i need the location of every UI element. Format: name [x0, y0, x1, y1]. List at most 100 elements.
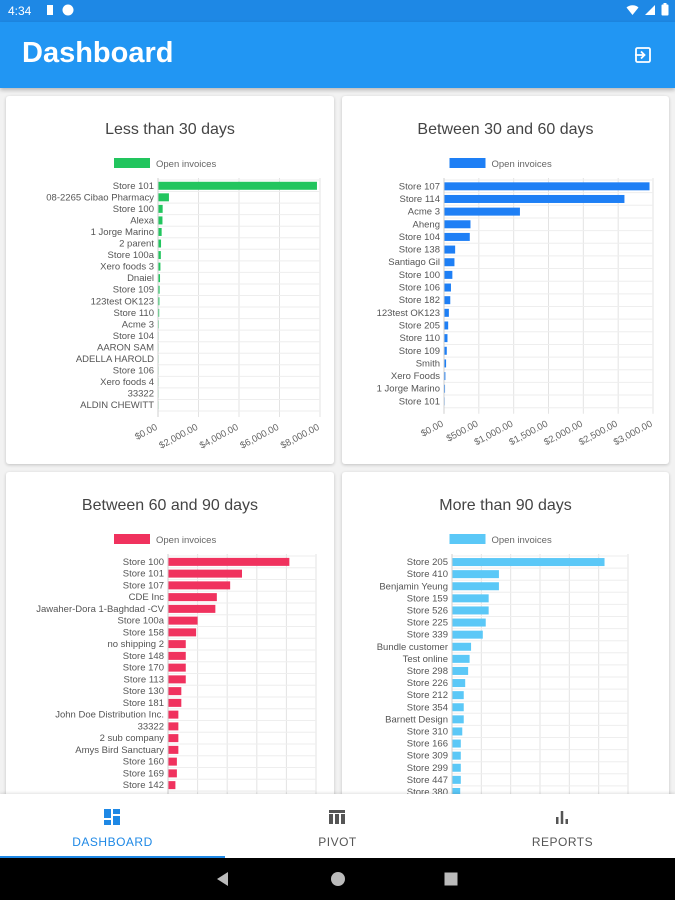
category-label: 2 parent — [119, 239, 154, 250]
category-label: Store 226 — [407, 678, 448, 689]
tick-label: $3,000.00 — [612, 419, 654, 449]
category-label: Store 205 — [399, 320, 440, 331]
chart-title: Between 60 and 90 days — [82, 497, 258, 514]
bar — [444, 270, 453, 279]
category-label: 123test OK123 — [377, 308, 440, 319]
category-label: Barnett Design — [385, 714, 448, 725]
bar — [452, 751, 461, 760]
bar — [168, 663, 186, 672]
bar — [168, 769, 177, 778]
bar — [168, 581, 231, 590]
category-label: Alexa — [130, 215, 154, 226]
recents-icon[interactable] — [444, 872, 458, 886]
status-right — [626, 3, 669, 16]
wifi-icon — [626, 4, 639, 15]
bar — [168, 757, 177, 766]
category-label: Store 110 — [114, 308, 155, 319]
bar — [168, 698, 182, 707]
nav-dashboard[interactable]: DASHBOARD — [0, 794, 225, 858]
bar — [444, 232, 470, 241]
category-label: Store 104 — [113, 331, 154, 342]
bar — [452, 703, 464, 712]
category-label: Store 109 — [113, 285, 154, 296]
bar — [452, 570, 499, 579]
bar — [444, 207, 520, 216]
category-label: Store 138 — [399, 245, 440, 256]
tick-label: $0.00 — [419, 419, 445, 440]
category-label: Store 101 — [399, 396, 440, 407]
category-label: 123test OK123 — [91, 296, 154, 307]
bar — [158, 193, 169, 202]
bar — [168, 651, 186, 660]
category-label: AARON SAM — [97, 342, 154, 353]
category-label: 08-2265 Cibao Pharmacy — [46, 192, 154, 203]
category-label: 33322 — [138, 721, 164, 732]
category-label: Store 181 — [123, 698, 164, 709]
bar — [444, 321, 449, 330]
bar — [452, 582, 499, 591]
category-label: Smith — [416, 358, 440, 369]
bar — [168, 628, 197, 637]
category-label: Store 182 — [399, 295, 440, 306]
category-label: Store 447 — [407, 775, 448, 786]
category-label: Dnaiel — [127, 273, 154, 284]
bar — [168, 687, 182, 696]
category-label: Test online — [403, 654, 448, 665]
sd-card-icon — [47, 5, 53, 15]
nav-reports[interactable]: REPORTS — [450, 794, 675, 858]
bar — [452, 727, 463, 736]
category-label: Santiago Gil — [388, 257, 440, 268]
bar — [168, 569, 242, 578]
bar — [444, 182, 650, 191]
category-label: Store 310 — [407, 726, 448, 737]
category-label: John Doe Distribution Inc. — [55, 710, 164, 721]
bar — [168, 710, 179, 719]
bar — [452, 618, 486, 627]
bar — [452, 558, 605, 567]
category-label: Store 170 — [123, 663, 164, 674]
bar — [452, 606, 489, 615]
tick-label: $2,500.00 — [577, 419, 619, 449]
bar — [452, 739, 461, 748]
category-label: Store 110 — [400, 333, 441, 344]
category-label: 1 Jorge Marino — [91, 227, 154, 238]
bar — [168, 616, 198, 625]
tick-label: $8,000.00 — [279, 422, 321, 452]
category-label: Store 225 — [407, 618, 448, 629]
bar — [452, 654, 470, 663]
bar — [452, 630, 483, 639]
bar-chart: Between 60 and 90 days Open invoices Store… — [36, 497, 317, 797]
category-label: Store 107 — [399, 181, 440, 192]
tick-label: $1,500.00 — [507, 419, 549, 449]
bar — [452, 715, 464, 724]
bar-chart: Between 30 and 60 days Open invoices Store… — [377, 121, 655, 449]
chart-title: Between 30 and 60 days — [417, 121, 593, 138]
bar-chart-icon — [556, 811, 568, 824]
category-label: Store 410 — [407, 569, 448, 580]
category-label: no shipping 2 — [107, 639, 164, 650]
bar — [444, 283, 451, 292]
chart-title: Less than 30 days — [105, 121, 235, 138]
home-icon[interactable] — [330, 871, 346, 887]
category-label: Store 354 — [407, 702, 448, 713]
category-label: CDE Inc — [129, 592, 165, 603]
bar — [158, 181, 317, 190]
bar — [444, 372, 446, 381]
logout-icon[interactable] — [633, 45, 653, 65]
bar — [452, 763, 461, 772]
tick-label: $2,000.00 — [157, 422, 199, 452]
category-label: 1 Jorge Marino — [377, 384, 440, 395]
legend-label: Open invoices — [492, 535, 552, 546]
active-tab-indicator — [0, 856, 225, 858]
category-label: 33322 — [128, 389, 154, 400]
bar — [168, 722, 179, 731]
category-label: Store 309 — [407, 751, 448, 762]
bar — [444, 334, 448, 343]
back-icon[interactable] — [216, 871, 230, 887]
category-label: 2 sub company — [100, 733, 165, 744]
nav-pivot[interactable]: PIVOT — [225, 794, 450, 858]
category-label: Store 166 — [407, 739, 448, 750]
category-label: Acme 3 — [122, 319, 154, 330]
category-label: Store 299 — [407, 763, 448, 774]
bar — [452, 679, 466, 688]
